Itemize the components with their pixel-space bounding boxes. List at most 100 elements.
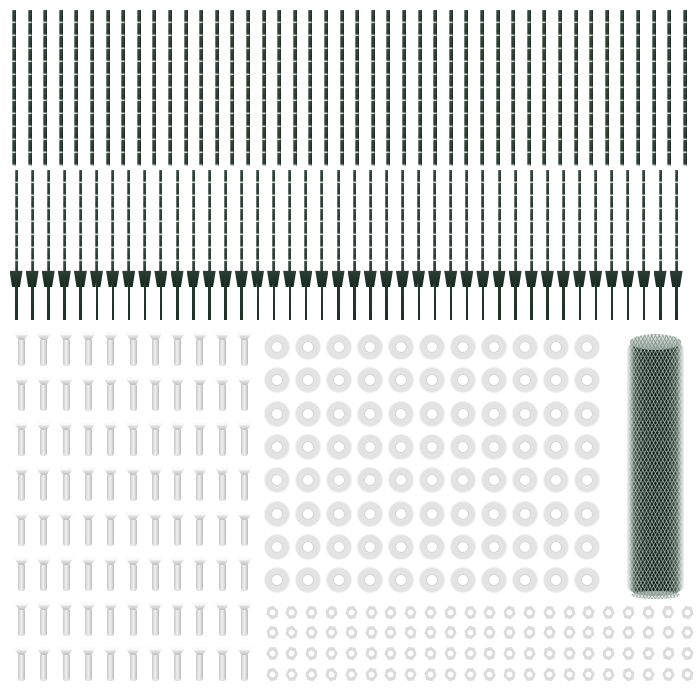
bolt: [236, 467, 253, 501]
washer: [482, 434, 506, 459]
bolt-head: [35, 557, 53, 565]
bolt-head: [124, 422, 142, 430]
bolt: [13, 377, 30, 411]
post-spike: [498, 274, 501, 320]
fence-post: [105, 10, 110, 166]
bolt: [191, 377, 209, 411]
bolt-head: [13, 422, 30, 430]
post-spike: [79, 274, 82, 320]
post-stem: [159, 170, 163, 274]
post-spike: [433, 274, 437, 320]
hex-nut: [343, 625, 360, 642]
bolt-shaft: [151, 430, 159, 455]
hex-nut: [521, 625, 537, 641]
bolt: [35, 467, 53, 501]
bolt-shaft: [107, 475, 115, 500]
fence-post: [277, 10, 282, 166]
bolt: [169, 377, 187, 411]
bolt-shaft: [62, 385, 70, 410]
bolt-head: [213, 422, 231, 430]
hex-nut: [264, 667, 280, 683]
washer: [327, 534, 351, 559]
anchored-fence-post: [41, 170, 55, 320]
bolt-shaft: [40, 385, 48, 410]
bolt-shaft: [107, 655, 115, 680]
anchored-fence-post: [669, 170, 683, 320]
post-spike: [449, 274, 453, 320]
washer: [358, 568, 382, 593]
bolt-head: [146, 467, 164, 475]
post-stem: [320, 170, 324, 274]
fence-post: [558, 10, 562, 166]
post-stem: [127, 170, 131, 274]
hex-nut: [325, 647, 339, 661]
post-spike: [562, 274, 565, 320]
post-spike: [337, 274, 340, 320]
bolt-head: [213, 512, 231, 520]
washer: [513, 568, 537, 593]
bolt-shaft: [18, 655, 25, 680]
bolt-head: [79, 602, 97, 610]
washer: [358, 501, 382, 526]
bolt-shaft: [151, 475, 159, 500]
post-spike: [224, 274, 227, 320]
fence-post: [136, 10, 141, 166]
bolt: [169, 602, 187, 636]
bolt-head: [213, 377, 231, 385]
bolt-head: [146, 377, 164, 385]
bolt-shaft: [84, 385, 92, 410]
bolt: [124, 512, 142, 546]
bolt: [35, 332, 53, 366]
bolt-head: [213, 602, 231, 610]
washer: [451, 401, 475, 426]
fence-post: [667, 10, 672, 166]
hex-nut: [344, 646, 359, 661]
bolt: [236, 557, 253, 591]
bolt-shaft: [129, 385, 137, 410]
anchored-fence-post: [412, 170, 425, 320]
bolt-shaft: [107, 520, 115, 545]
bolt-head: [79, 467, 97, 475]
bolt-shaft: [62, 430, 70, 455]
post-spike: [546, 274, 549, 320]
anchored-fence-post: [589, 170, 603, 320]
hex-nut: [363, 646, 379, 662]
anchored-fence-post: [556, 170, 570, 320]
bolt: [124, 557, 142, 591]
post-stem: [481, 170, 485, 274]
anchored-fence-post: [234, 170, 248, 320]
fence-post: [573, 10, 578, 166]
washer: [327, 468, 351, 493]
bolt-head: [79, 512, 97, 520]
washer: [265, 501, 289, 526]
bolt: [146, 557, 164, 591]
bolt-shaft: [129, 565, 137, 590]
washer: [513, 368, 537, 393]
bolt-head: [57, 422, 75, 430]
washer: [575, 434, 599, 459]
hex-nut: [503, 626, 517, 640]
bolt: [57, 332, 75, 366]
bolt: [191, 512, 209, 546]
bolt-head: [13, 377, 30, 385]
bolt: [102, 377, 120, 411]
bolt-head: [13, 557, 30, 565]
post-spike: [47, 274, 50, 320]
bolt-head: [124, 467, 142, 475]
bolt-head: [191, 602, 209, 610]
bolt: [213, 647, 231, 681]
washer: [296, 434, 320, 459]
bolt: [191, 647, 209, 681]
washer: [420, 335, 444, 359]
hex-nut: [542, 605, 555, 618]
bolt-shaft: [151, 340, 159, 365]
hex-nut: [681, 626, 694, 639]
anchored-fence-post: [25, 170, 39, 320]
fence-post: [12, 10, 16, 166]
bolt: [57, 467, 75, 501]
fence-post: [43, 10, 48, 166]
washer: [358, 335, 382, 359]
hex-nut: [304, 646, 320, 662]
washer: [327, 434, 351, 459]
bolt: [35, 377, 53, 411]
